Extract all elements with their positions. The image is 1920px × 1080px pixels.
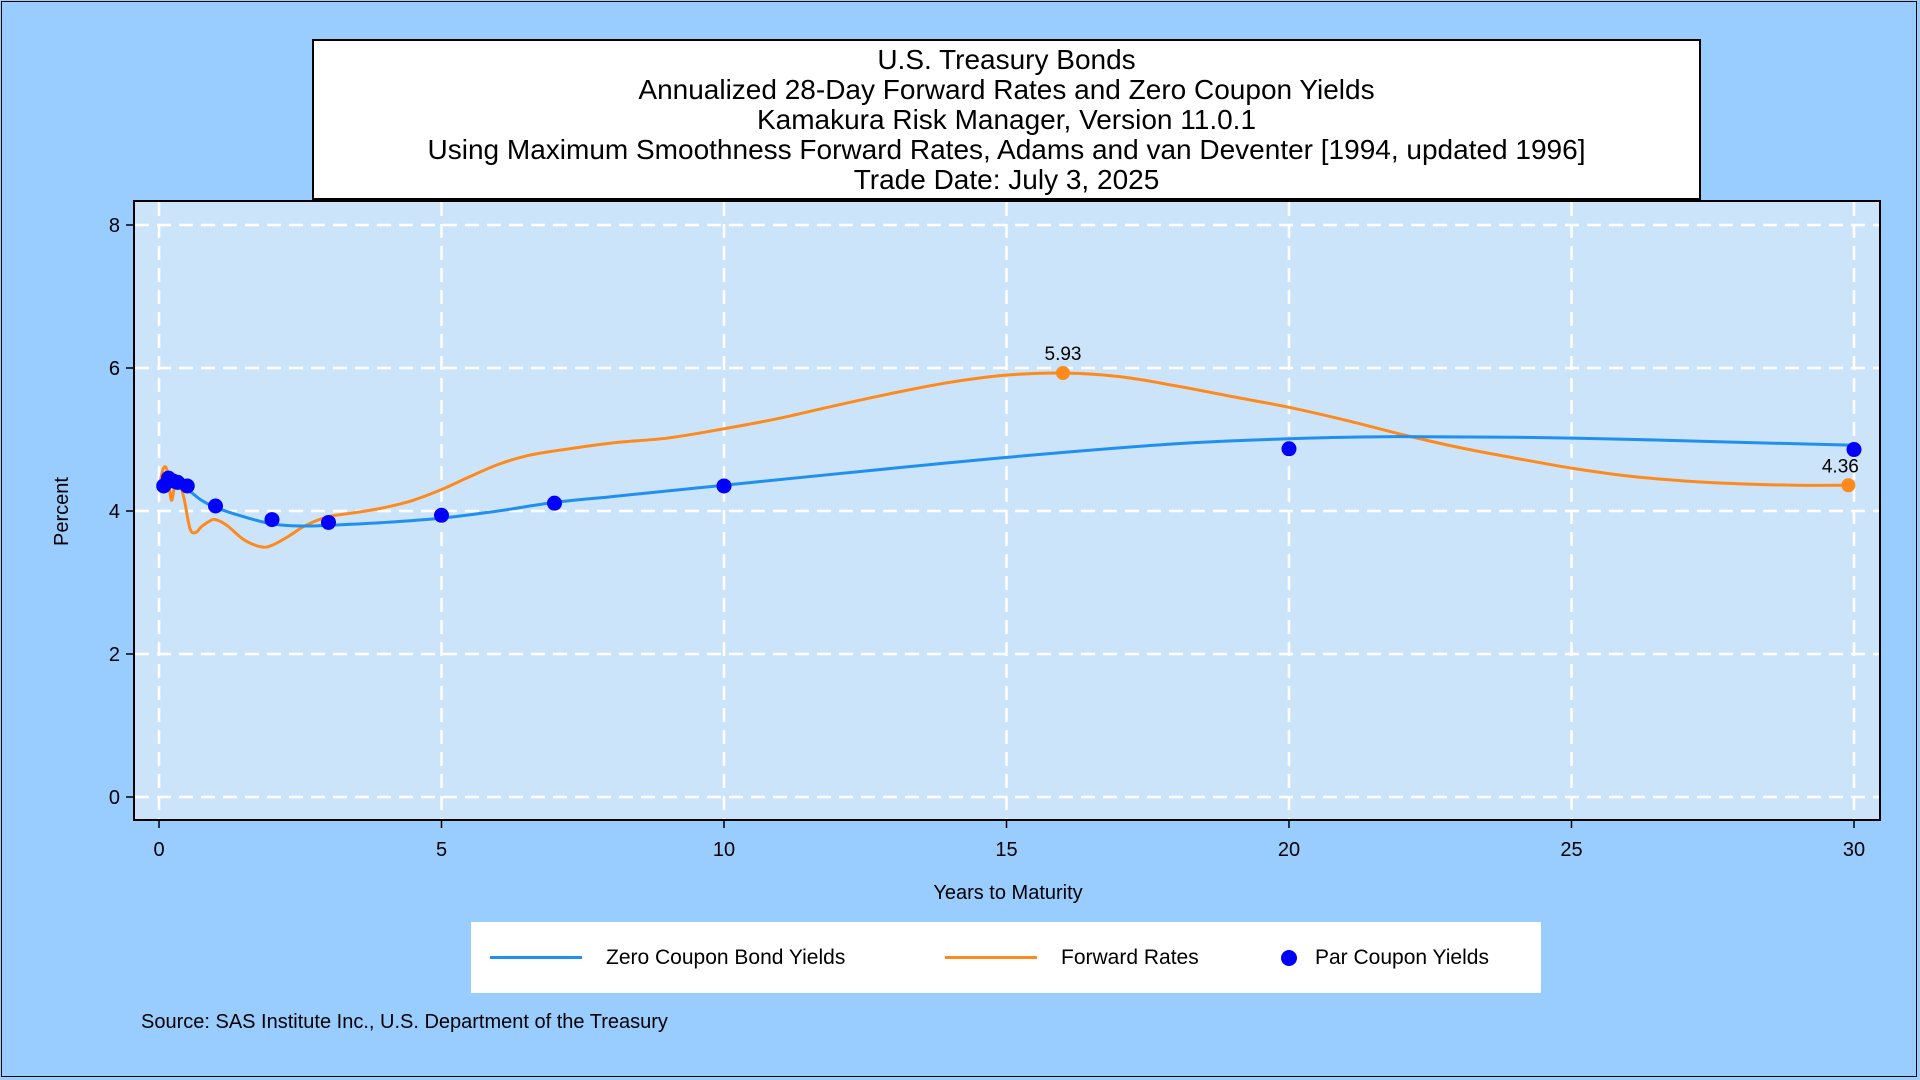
x-tick-label: 30 xyxy=(1843,839,1865,861)
title-line-1: U.S. Treasury Bonds xyxy=(877,44,1136,75)
legend-label-par: Par Coupon Yields xyxy=(1315,945,1489,969)
title-line-5: Trade Date: July 3, 2025 xyxy=(853,164,1160,195)
par-coupon-point xyxy=(264,512,280,528)
y-tick-label: 0 xyxy=(109,787,120,809)
x-tick-label: 20 xyxy=(1278,839,1300,861)
legend-item-zero-coupon: Zero Coupon Bond Yields xyxy=(490,922,845,993)
legend-item-forward: Forward Rates xyxy=(945,922,1199,993)
y-tick-label: 8 xyxy=(109,215,120,237)
par-coupon-point xyxy=(208,498,223,514)
legend-swatch-forward xyxy=(945,956,1037,959)
par-coupon-point xyxy=(716,478,732,494)
forward-annotation-point xyxy=(1841,478,1856,493)
legend-item-par: Par Coupon Yields xyxy=(1281,922,1489,993)
par-coupon-point xyxy=(547,495,562,511)
forward-rate-line xyxy=(157,371,1855,549)
par-coupon-point xyxy=(1281,441,1297,457)
title-line-4: Using Maximum Smoothness Forward Rates, … xyxy=(427,134,1586,165)
y-axis-label: Percent xyxy=(51,477,73,546)
title-line-3: Kamakura Risk Manager, Version 11.0.1 xyxy=(756,104,1257,135)
par-coupon-point xyxy=(321,514,336,530)
source-note: Source: SAS Institute Inc., U.S. Departm… xyxy=(141,1011,668,1033)
par-coupon-point xyxy=(434,507,449,523)
legend: Zero Coupon Bond Yields Forward Rates Pa… xyxy=(471,922,1541,993)
legend-label-forward: Forward Rates xyxy=(1061,945,1199,969)
x-tick-label: 25 xyxy=(1560,839,1582,861)
y-tick-label: 4 xyxy=(109,501,120,523)
legend-label-zero-coupon: Zero Coupon Bond Yields xyxy=(606,945,846,969)
forward-annotation-point xyxy=(1056,366,1070,381)
par-coupon-point xyxy=(1846,442,1862,458)
x-tick-label: 15 xyxy=(995,839,1017,861)
par-coupon-point xyxy=(179,478,195,494)
legend-swatch-zero-coupon xyxy=(490,956,582,959)
forward-annotation-label: 5.93 xyxy=(1045,344,1082,365)
zero-coupon-line xyxy=(158,435,1855,528)
x-tick-label: 10 xyxy=(713,839,735,861)
x-tick-label: 5 xyxy=(436,839,447,861)
x-tick-label: 0 xyxy=(153,839,164,861)
forward-annotation-label: 4.36 xyxy=(1822,456,1859,477)
x-axis-label: Years to Maturity xyxy=(933,882,1082,904)
chart-title-box: U.S. Treasury Bonds Annualized 28-Day Fo… xyxy=(312,39,1701,200)
y-tick-label: 6 xyxy=(109,358,120,380)
y-tick-label: 2 xyxy=(109,644,120,666)
legend-swatch-par xyxy=(1281,949,1297,966)
title-line-2: Annualized 28-Day Forward Rates and Zero… xyxy=(638,74,1375,105)
